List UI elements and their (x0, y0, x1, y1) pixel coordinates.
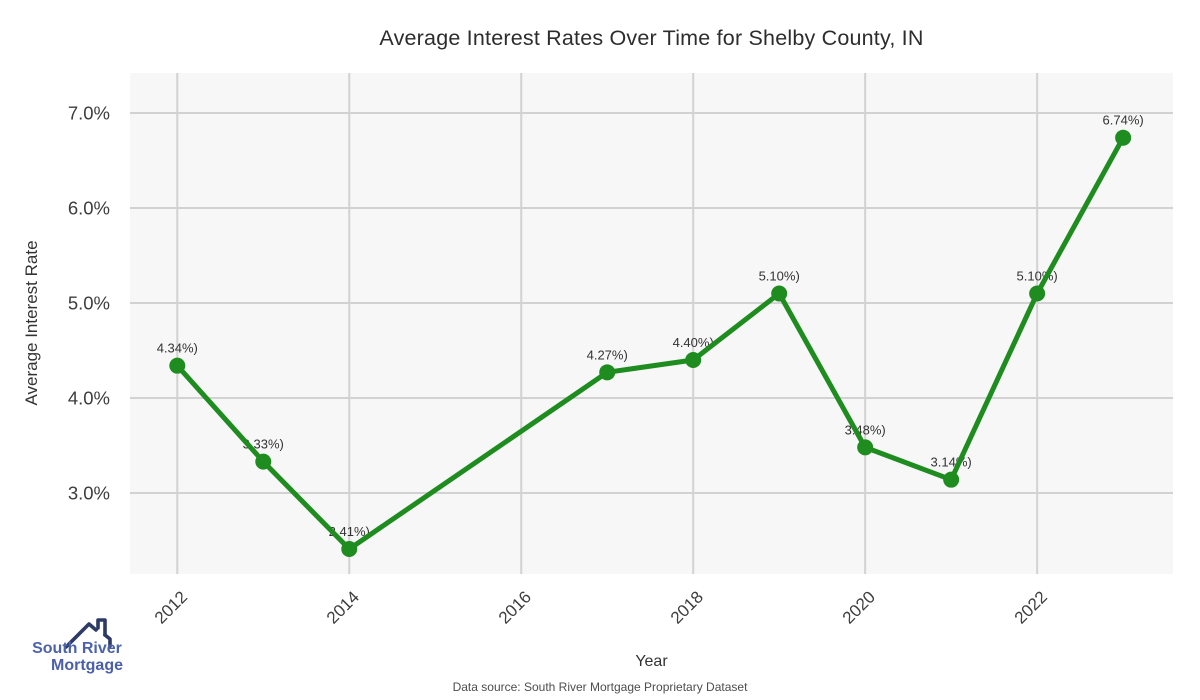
y-tick-label: 6.0% (68, 197, 110, 218)
data-point-marker (857, 439, 874, 456)
x-tick-label: 2018 (667, 587, 707, 627)
point-label: 5.10%) (759, 268, 800, 283)
point-label: 4.27%) (587, 347, 628, 362)
data-line (174, 135, 1126, 552)
data-point-marker (169, 357, 186, 374)
data-source-note: Data source: South River Mortgage Propri… (452, 680, 748, 694)
y-tick-label: 4.0% (68, 387, 110, 408)
x-tick-label: 2016 (495, 587, 535, 627)
y-tick-label: 5.0% (68, 292, 110, 313)
point-label: 4.40%) (673, 335, 714, 350)
data-point-marker (685, 351, 702, 368)
logo-text-line1: South River (32, 640, 122, 657)
chart-title: Average Interest Rates Over Time for She… (379, 26, 924, 50)
south-river-mortgage-logo: South River Mortgage (14, 600, 164, 690)
house-roof-icon (64, 618, 112, 649)
data-point-marker (599, 364, 616, 381)
data-point-marker (771, 285, 788, 302)
data-point-marker (341, 541, 358, 558)
point-label: 4.34%) (157, 341, 198, 356)
x-axis-title: Year (635, 653, 668, 670)
plot-background (130, 73, 1173, 574)
y-tick-label: 3.0% (68, 482, 110, 503)
x-tick-label: 2014 (323, 587, 363, 627)
data-point-marker (1029, 285, 1046, 302)
data-point-marker (255, 453, 272, 470)
logo-text-line2: Mortgage (51, 657, 123, 674)
data-point-marker (1115, 129, 1132, 146)
y-tick-label: 7.0% (68, 102, 110, 123)
point-label: 6.74%) (1103, 113, 1144, 128)
point-label: 3.14%) (931, 455, 972, 470)
data-point-marker (943, 471, 960, 488)
x-tick-label: 2020 (839, 587, 879, 627)
x-tick-label: 2022 (1011, 587, 1051, 627)
